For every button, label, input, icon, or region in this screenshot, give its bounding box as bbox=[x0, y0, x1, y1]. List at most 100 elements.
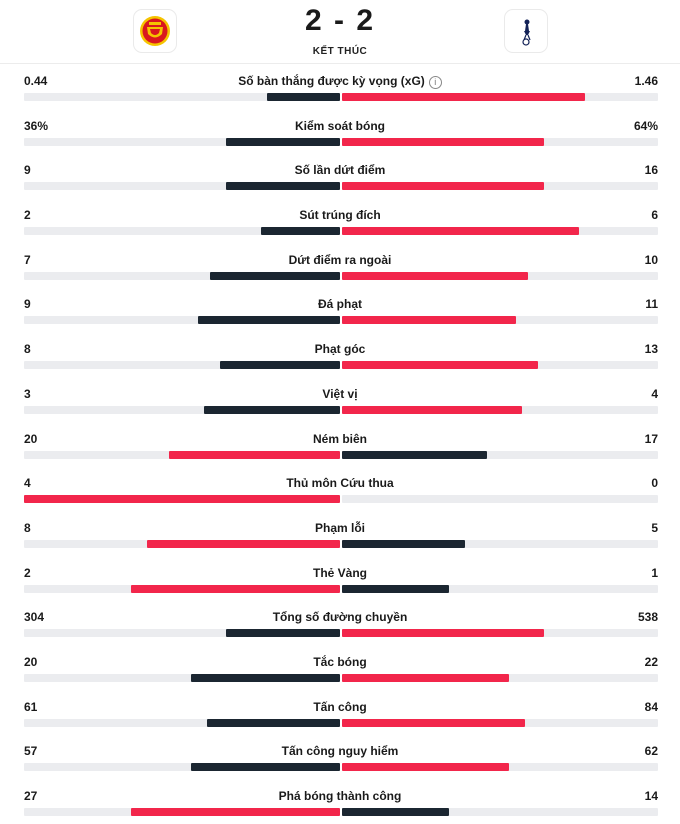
stat-home-bar-track bbox=[24, 584, 340, 593]
stat-away-value: 22 bbox=[644, 654, 658, 669]
stat-away-bar bbox=[342, 450, 488, 459]
stat-home-bar bbox=[191, 673, 340, 682]
stat-label-text: Thủ môn Cứu thua bbox=[286, 476, 394, 491]
stat-home-value: 8 bbox=[24, 342, 31, 357]
stat-row: 20 Tắc bóng 22 bbox=[0, 651, 680, 696]
stat-away-value: 5 bbox=[651, 520, 658, 535]
stat-away-value: 10 bbox=[644, 252, 658, 267]
stat-away-bar bbox=[342, 182, 545, 191]
stat-home-bar-track bbox=[24, 763, 340, 772]
stat-away-value: 0 bbox=[651, 476, 658, 491]
stat-home-bar bbox=[226, 137, 340, 146]
stat-home-bar bbox=[226, 182, 340, 191]
stat-home-value: 2 bbox=[24, 208, 31, 223]
match-header: 2 - 2 KẾT THÚC bbox=[0, 0, 680, 64]
away-team-logo[interactable] bbox=[505, 10, 547, 52]
stat-away-bar bbox=[342, 316, 516, 325]
stat-home-bar-track bbox=[24, 361, 340, 370]
stat-label-text: Sút trúng đích bbox=[299, 208, 381, 223]
stat-row: 3 Việt vị 4 bbox=[0, 383, 680, 428]
stat-home-value: 3 bbox=[24, 386, 31, 401]
stat-home-bar bbox=[207, 718, 340, 727]
stat-away-value: 4 bbox=[651, 386, 658, 401]
stat-home-bar bbox=[24, 495, 340, 504]
stat-away-bar-track bbox=[342, 405, 658, 414]
stat-label-text: Kiểm soát bóng bbox=[294, 118, 385, 133]
stat-label: Phạt góc bbox=[0, 342, 680, 356]
stat-away-bar-track bbox=[342, 361, 658, 370]
stat-away-bar-track bbox=[342, 718, 658, 727]
stat-home-bar bbox=[210, 271, 340, 280]
stat-away-value: 16 bbox=[644, 163, 658, 178]
stat-away-value: 14 bbox=[644, 789, 658, 803]
stat-label-text: Tấn công bbox=[313, 699, 367, 714]
stat-home-bar bbox=[131, 584, 340, 593]
stat-label-text: Số bàn thắng được kỳ vọng (xG) bbox=[238, 74, 425, 88]
stat-label-text: Việt vị bbox=[322, 386, 358, 401]
match-status: KẾT THÚC bbox=[312, 46, 368, 57]
stat-row: 0.44 Số bàn thắng được kỳ vọng (xG) i 1.46 bbox=[0, 70, 680, 115]
stat-home-bar bbox=[219, 361, 340, 370]
stat-label: Dứt điểm ra ngoài bbox=[0, 253, 680, 267]
stat-row: 4 Thủ môn Cứu thua 0 bbox=[0, 472, 680, 517]
stat-away-bar-track bbox=[342, 629, 658, 638]
stat-away-bar bbox=[342, 539, 466, 548]
info-icon[interactable]: i bbox=[428, 76, 442, 89]
stat-home-bar bbox=[169, 450, 340, 459]
stat-home-value: 9 bbox=[24, 297, 31, 312]
stat-label-text: Tắc bóng bbox=[313, 654, 367, 669]
stat-away-value: 13 bbox=[644, 342, 658, 357]
stat-row: 27 Phá bóng thành công 14 bbox=[0, 785, 680, 824]
stat-label: Số bàn thắng được kỳ vọng (xG) i bbox=[0, 74, 680, 89]
stat-away-bar-track bbox=[342, 450, 658, 459]
stat-away-value: 1 bbox=[651, 565, 658, 580]
stat-row: 9 Đá phạt 11 bbox=[0, 293, 680, 338]
stat-away-value: 1.46 bbox=[634, 74, 658, 88]
stat-away-bar bbox=[342, 629, 545, 638]
stat-label: Kiểm soát bóng bbox=[0, 119, 680, 133]
stat-home-value: 4 bbox=[24, 476, 31, 491]
stat-away-bar bbox=[342, 361, 538, 370]
stat-home-value: 20 bbox=[24, 431, 38, 446]
stat-label-text: Phạt góc bbox=[314, 342, 366, 357]
stat-home-value: 57 bbox=[24, 744, 38, 759]
stat-away-bar-track bbox=[342, 495, 658, 504]
stat-row: 20 Ném biên 17 bbox=[0, 428, 680, 473]
stat-home-bar-track bbox=[24, 718, 340, 727]
stat-home-bar-track bbox=[24, 182, 340, 191]
stat-away-bar bbox=[342, 227, 579, 236]
stat-label: Tấn công bbox=[0, 700, 680, 714]
stat-row: 8 Phạt góc 13 bbox=[0, 338, 680, 383]
stat-home-bar-track bbox=[24, 93, 340, 101]
stat-home-bar bbox=[191, 763, 340, 772]
stat-label: Số lần dứt điểm bbox=[0, 163, 680, 177]
stat-label-text: Số lần dứt điểm bbox=[294, 163, 386, 178]
stat-away-bar bbox=[342, 763, 510, 772]
stat-label-text: Ném biên bbox=[312, 431, 367, 446]
stat-away-value: 64% bbox=[633, 118, 658, 133]
stat-away-value: 84 bbox=[644, 699, 658, 714]
stat-away-bar-track bbox=[342, 763, 658, 772]
stat-home-bar-track bbox=[24, 450, 340, 459]
match-stats-list: 0.44 Số bàn thắng được kỳ vọng (xG) i 1.46 3… bbox=[0, 70, 680, 824]
stat-away-bar-track bbox=[342, 137, 658, 146]
stat-label-text: Dứt điểm ra ngoài bbox=[288, 252, 392, 267]
stat-home-bar-track bbox=[24, 316, 340, 325]
stat-label-text: Tấn công nguy hiểm bbox=[281, 744, 399, 759]
stat-away-bar bbox=[342, 808, 450, 816]
stat-home-bar-track bbox=[24, 495, 340, 504]
stat-away-bar bbox=[342, 271, 529, 280]
stat-away-bar-track bbox=[342, 182, 658, 191]
stat-away-value: 11 bbox=[645, 297, 658, 312]
stat-label: Thủ môn Cứu thua bbox=[0, 476, 680, 490]
stat-home-bar bbox=[204, 405, 340, 414]
stat-label-text: Thẻ Vàng bbox=[312, 565, 367, 580]
home-team-logo[interactable] bbox=[134, 10, 176, 52]
stat-label: Ném biên bbox=[0, 432, 680, 446]
stat-label: Thẻ Vàng bbox=[0, 566, 680, 580]
stat-away-bar-track bbox=[342, 539, 658, 548]
stat-away-value: 17 bbox=[644, 431, 658, 446]
stat-home-value: 2 bbox=[24, 565, 31, 580]
stat-home-bar-track bbox=[24, 227, 340, 236]
stat-away-bar-track bbox=[342, 93, 658, 101]
